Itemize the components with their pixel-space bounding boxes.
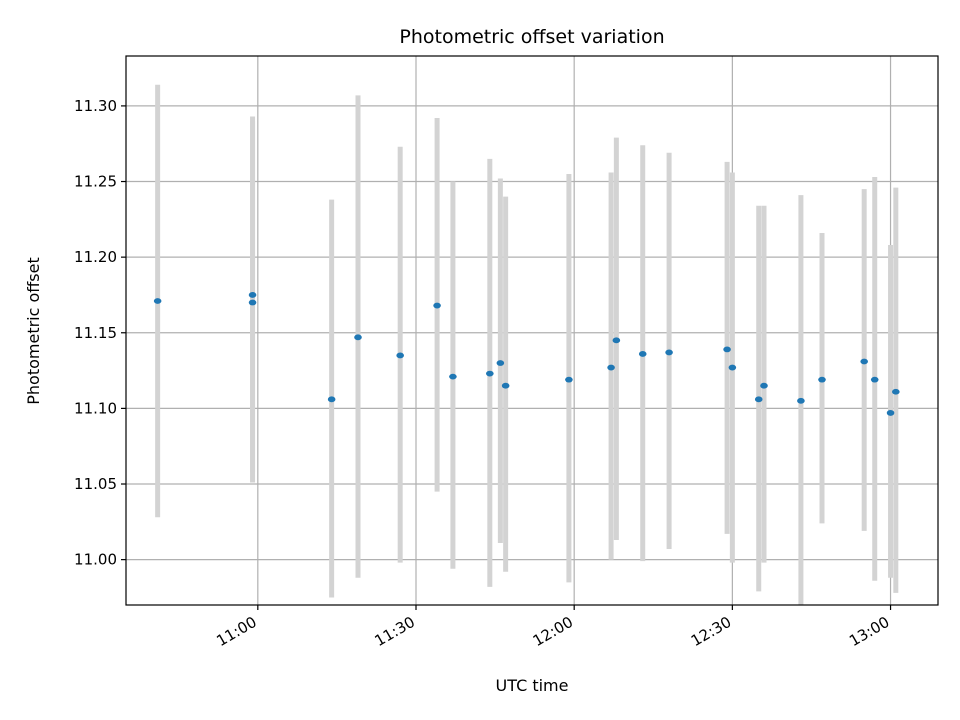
y-tick-label: 11.15 [74,324,117,342]
data-points [153,292,900,416]
y-tick-label: 11.20 [74,248,117,266]
y-tick-label: 11.00 [74,551,117,569]
data-point [565,376,573,383]
data-point [248,292,257,298]
data-point [760,382,768,389]
y-axis: 11.00 11.05 11.10 11.15 11.20 11.25 11.30 [74,97,126,569]
data-point [797,397,805,404]
data-point [638,351,647,357]
x-axis: 11:00 11:30 12:00 12:30 13:00 [213,605,893,650]
x-axis-title: UTC time [496,676,569,695]
x-tick-label: 12:00 [530,613,576,650]
error-bars [155,84,899,605]
data-point [501,382,510,389]
data-point [723,346,731,353]
gridlines [126,56,938,605]
x-tick-label: 11:30 [372,613,418,650]
x-tick-label: 12:30 [688,613,734,650]
data-point [612,337,621,344]
y-tick-label: 11.10 [74,399,117,417]
data-point [354,334,362,341]
y-axis-title: Photometric offset [24,257,43,405]
data-point [728,364,737,371]
data-point [892,388,900,395]
data-point [153,298,162,304]
data-point [607,364,615,371]
data-point [886,410,895,416]
data-point [486,370,494,377]
data-point [860,358,868,365]
data-point [396,352,404,359]
y-tick-label: 11.25 [74,173,117,191]
data-point [327,396,336,403]
data-point [665,349,673,356]
data-point [449,373,457,380]
data-point [248,299,257,306]
x-tick-label: 13:00 [846,613,892,650]
y-tick-label: 11.30 [74,97,117,115]
x-tick-label: 11:00 [213,613,259,650]
data-point [754,396,763,403]
y-tick-label: 11.05 [74,475,117,493]
chart-title: Photometric offset variation [399,26,664,48]
plot-frame [125,55,939,606]
data-point [870,376,879,383]
data-point [818,376,826,383]
data-point [496,360,505,366]
data-point [433,302,441,309]
